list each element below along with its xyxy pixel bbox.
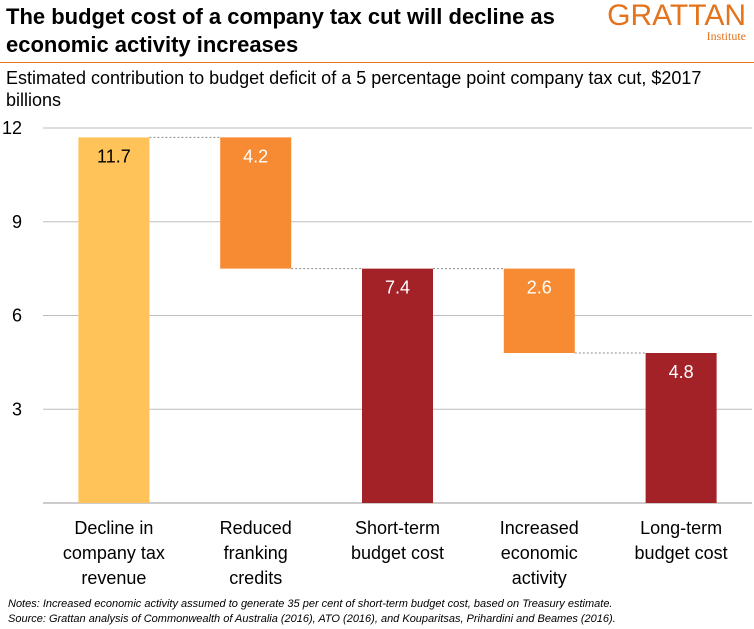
x-category-label-line: budget cost (351, 543, 444, 563)
source-line: Source: Grattan analysis of Commonwealth… (8, 613, 616, 625)
bar-value-label: 4.8 (669, 362, 694, 382)
y-tick-label: 3 (12, 399, 22, 419)
x-category-label-line: revenue (81, 568, 146, 588)
bar-value-label: 7.4 (385, 278, 410, 298)
y-tick-label: 6 (12, 306, 22, 326)
x-category-label: Long-term budget cost (635, 518, 728, 563)
bar (503, 268, 575, 353)
x-category-label-line: Increased (500, 518, 579, 538)
bars: 11.7 4.2 7.4 2.6 4.8 (78, 137, 717, 503)
logo-subtext: Institute (706, 29, 746, 43)
x-category-label-line: economic (501, 543, 578, 563)
x-category-label-line: activity (512, 568, 567, 588)
bar (645, 353, 717, 503)
chart-subtitle: Estimated contribution to budget deficit… (6, 68, 702, 110)
x-category-label-line: budget cost (635, 543, 728, 563)
bar (78, 137, 150, 503)
notes: Notes: Increased economic activity assum… (8, 597, 748, 627)
x-axis-labels: Decline in company tax revenue Reduced frank… (63, 518, 728, 588)
notes-line: Notes: Increased economic activity assum… (8, 598, 613, 610)
x-category-label-line: Decline in (74, 518, 153, 538)
x-category-label-line: franking (224, 543, 288, 563)
y-tick-label: 12 (2, 118, 22, 138)
bar (220, 137, 292, 269)
x-category-label-line: Short-term (355, 518, 440, 538)
grattan-logo: GRATTAN Institute (607, 0, 746, 42)
x-category-label-line: Reduced (220, 518, 292, 538)
y-axis-ticks: 3 6 9 12 (2, 118, 22, 419)
logo-wordmark: GRATTAN (607, 0, 746, 32)
x-category-label: Reduced franking credits (220, 518, 292, 588)
waterfall-chart: 11.7 4.2 7.4 2.6 4.8 3 6 9 12 Decline in company… (2, 118, 752, 588)
y-tick-label: 9 (12, 212, 22, 232)
header-rule (0, 62, 754, 63)
chart-title: The budget cost of a company tax cut wil… (6, 4, 555, 57)
x-category-label: Short-term budget cost (351, 518, 444, 563)
bar-value-label: 11.7 (97, 146, 131, 166)
bar-value-label: 4.2 (243, 146, 268, 166)
x-category-label: Increased economic activity (500, 518, 579, 588)
bar (362, 268, 433, 503)
x-category-label-line: credits (229, 568, 282, 588)
bar-value-label: 2.6 (527, 278, 552, 298)
x-category-label: Decline in company tax revenue (63, 518, 165, 588)
x-category-label-line: Long-term (640, 518, 722, 538)
x-category-label-line: company tax (63, 543, 165, 563)
